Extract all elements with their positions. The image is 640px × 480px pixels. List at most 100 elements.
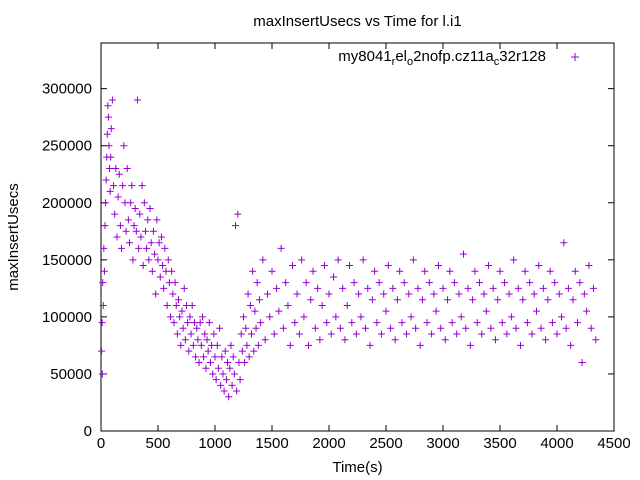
legend-subscript: c <box>494 56 500 68</box>
data-point <box>325 290 333 298</box>
data-point <box>254 341 262 349</box>
data-point <box>110 182 118 190</box>
legend-subscript: r <box>392 56 396 68</box>
data-point <box>311 324 319 332</box>
data-point <box>106 187 114 195</box>
axes: 0 500 1000 1500 2000 2500 3000 3500 4000 4500 0 500… <box>42 42 631 452</box>
data-point <box>409 256 417 264</box>
data-point <box>587 324 595 332</box>
x-tick-label: 1500 <box>255 435 288 452</box>
data-point <box>368 296 376 304</box>
data-point <box>180 284 188 292</box>
data-point <box>245 353 253 361</box>
data-point <box>192 353 200 361</box>
data-point <box>480 290 488 298</box>
data-point <box>185 347 193 355</box>
data-point <box>138 182 146 190</box>
data-point <box>314 284 322 292</box>
data-point <box>234 210 242 218</box>
data-point <box>323 319 331 327</box>
plot-frame <box>100 42 615 432</box>
data-point <box>173 330 181 338</box>
data-point <box>149 227 157 235</box>
x-tick-label: 4000 <box>540 435 573 452</box>
x-tick-label: 3000 <box>426 435 459 452</box>
data-point <box>250 347 258 355</box>
data-point <box>398 319 406 327</box>
data-point <box>261 336 269 344</box>
data-point <box>229 353 237 361</box>
data-point <box>201 330 209 338</box>
data-point <box>444 296 452 304</box>
data-point <box>521 267 529 275</box>
data-point <box>108 96 116 104</box>
data-point <box>441 336 449 344</box>
data-point <box>357 313 365 321</box>
data-point <box>439 284 447 292</box>
data-point <box>118 244 126 252</box>
data-point <box>257 319 265 327</box>
data-point <box>98 319 106 327</box>
data-point <box>432 307 440 315</box>
x-tick-label: 0 <box>97 435 105 452</box>
y-tick-label: 200000 <box>42 195 92 212</box>
data-point <box>233 387 241 395</box>
data-point <box>259 256 267 264</box>
data-point <box>98 347 106 355</box>
data-point <box>99 301 107 309</box>
data-point <box>129 256 137 264</box>
data-point <box>197 341 205 349</box>
data-point <box>106 165 114 173</box>
data-point <box>132 227 140 235</box>
data-point <box>189 341 197 349</box>
data-point <box>330 273 338 281</box>
data-point <box>216 324 224 332</box>
data-point <box>343 301 351 309</box>
data-point <box>255 296 263 304</box>
data-point <box>224 359 232 367</box>
data-point <box>501 279 509 287</box>
data-point <box>241 359 249 367</box>
data-point <box>487 324 495 332</box>
data-point <box>100 267 108 275</box>
data-point <box>270 330 278 338</box>
data-point <box>320 262 328 270</box>
data-point <box>181 336 189 344</box>
data-point <box>346 262 354 270</box>
data-point <box>184 319 192 327</box>
data-point <box>309 267 317 275</box>
data-point <box>252 324 260 332</box>
data-point <box>355 290 363 298</box>
data-point <box>172 301 180 309</box>
data-point <box>535 262 543 270</box>
data-point <box>478 330 486 338</box>
data-point <box>136 210 144 218</box>
data-point <box>253 279 261 287</box>
data-point <box>318 301 326 309</box>
legend: my8041relo2nofp.cz11ac32r128 <box>338 48 579 68</box>
data-point <box>564 284 572 292</box>
data-point <box>268 267 276 275</box>
data-point <box>103 130 111 138</box>
data-point <box>179 324 187 332</box>
data-point <box>247 330 255 338</box>
data-point <box>364 284 372 292</box>
data-point <box>359 256 367 264</box>
data-point <box>266 313 274 321</box>
legend-text: el <box>395 48 407 65</box>
data-point <box>332 313 340 321</box>
data-point <box>462 324 470 332</box>
data-point <box>489 284 497 292</box>
legend-text: my8041 <box>338 48 391 65</box>
data-point <box>157 233 165 241</box>
data-point <box>133 96 141 104</box>
data-point <box>144 216 152 224</box>
y-axis-label: maxInsertUsecs <box>5 183 22 291</box>
data-point <box>560 239 568 247</box>
data-point <box>148 267 156 275</box>
data-point <box>464 284 472 292</box>
data-point <box>178 307 186 315</box>
y-tick-label: 250000 <box>42 138 92 155</box>
data-point <box>393 296 401 304</box>
